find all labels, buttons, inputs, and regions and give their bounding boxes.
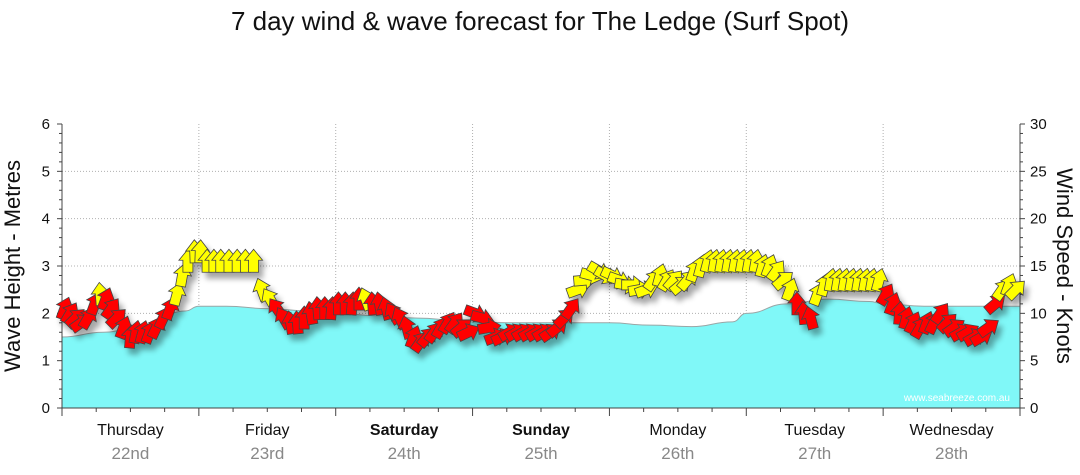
wind-arrow: [243, 248, 264, 273]
y-tick-label: 3: [42, 258, 50, 275]
y-tick-label: 1: [42, 353, 50, 370]
wind-arrow-series: [55, 239, 1025, 355]
day-name-label: Wednesday: [909, 422, 993, 439]
wind-arrow: [1004, 280, 1025, 302]
y2-tick-label: 0: [1030, 400, 1038, 417]
y2-tick-label: 20: [1030, 211, 1047, 228]
y-tick-label: 4: [42, 211, 50, 228]
y-tick-label: 5: [42, 163, 50, 180]
day-date-label: 25th: [524, 444, 557, 463]
day-name-label: Monday: [649, 422, 706, 439]
day-name-label: Sunday: [512, 422, 570, 439]
day-date-label: 22nd: [112, 444, 150, 463]
wind-arrow: [167, 282, 187, 307]
day-date-label: 26th: [661, 444, 694, 463]
day-date-label: 27th: [798, 444, 831, 463]
watermark-text: www.seabreeze.com.au: [903, 393, 1010, 404]
wind-arrow: [104, 309, 126, 330]
wind-arrow: [771, 272, 793, 292]
y2-tick-label: 15: [1030, 258, 1047, 275]
wind-arrow: [875, 283, 895, 307]
day-date-label: 24th: [388, 444, 421, 463]
wind-arrow-group: [55, 239, 1025, 355]
day-date-label: 23rd: [250, 444, 284, 463]
y-tick-label: 0: [42, 400, 50, 417]
y2-tick-label: 30: [1030, 116, 1047, 133]
wind-arrow: [455, 323, 480, 342]
y2-tick-label: 5: [1030, 353, 1038, 370]
day-name-label: Thursday: [97, 422, 164, 439]
day-date-label: 28th: [935, 444, 968, 463]
chart-title: 7 day wind & wave forecast for The Ledge…: [230, 6, 850, 36]
y2-tick-label: 10: [1030, 305, 1047, 322]
y2-axis-title: Wind Speed - Knots: [1052, 168, 1077, 364]
y2-tick-label: 25: [1030, 163, 1047, 180]
wind-arrow: [800, 305, 820, 331]
y-tick-label: 2: [42, 305, 50, 322]
axes: 0 1 2 3 4 5 6 0 5 10 15 20 25 30 Thursday 22nd Friday 23r…: [42, 116, 1047, 463]
day-name-label: Tuesday: [784, 422, 845, 439]
y-axis-title: Wave Height - Metres: [0, 160, 25, 372]
y-tick-label: 6: [42, 116, 50, 133]
day-name-label: Saturday: [370, 422, 439, 439]
wind-arrow: [976, 319, 999, 339]
wind-arrow: [560, 298, 580, 322]
day-name-label: Friday: [245, 422, 289, 439]
